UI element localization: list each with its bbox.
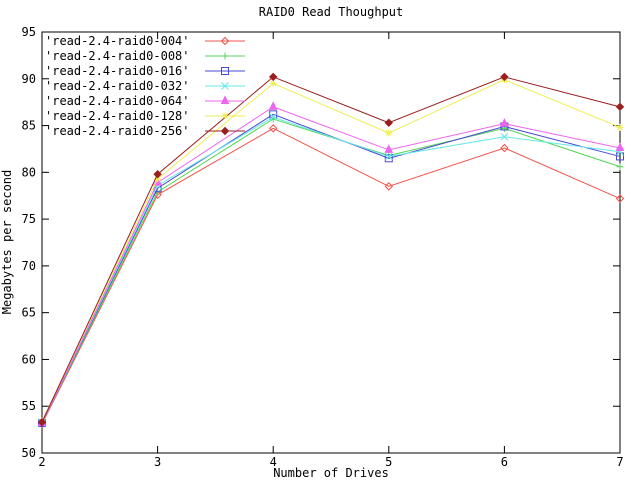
marker-triangle-filled xyxy=(500,118,509,127)
y-tick-label: 65 xyxy=(22,306,36,320)
marker-diamond-filled xyxy=(268,72,278,82)
y-tick-label: 90 xyxy=(22,72,36,86)
legend: 'read-2.4-raid0-004''read-2.4-raid0-008'… xyxy=(45,34,245,138)
series-line xyxy=(41,127,621,425)
series-line xyxy=(41,76,621,423)
series-4 xyxy=(37,101,625,427)
y-axis-label: Megabytes per second xyxy=(0,170,14,315)
marker-square-open xyxy=(616,152,624,161)
marker-x xyxy=(269,113,278,121)
marker-star xyxy=(385,130,392,136)
plot-area xyxy=(37,72,625,429)
series-line xyxy=(41,116,621,424)
y-tick-label: 85 xyxy=(22,119,36,133)
legend-label: 'read-2.4-raid0-032' xyxy=(45,79,190,93)
plot-border xyxy=(41,31,621,454)
chart-title: RAID0 Read Thoughput xyxy=(259,5,404,19)
marker-triangle-filled xyxy=(220,95,230,104)
marker-diamond-filled xyxy=(500,72,509,82)
marker-star xyxy=(222,113,228,119)
x-tick-label: 5 xyxy=(385,455,392,469)
series-6 xyxy=(37,72,625,427)
series-line xyxy=(41,106,621,424)
marker-triangle-filled xyxy=(268,101,278,110)
marker-triangle-filled xyxy=(615,142,625,152)
marker-diamond-open xyxy=(500,143,509,153)
marker-triangle-filled xyxy=(384,144,394,153)
marker-square-open xyxy=(384,154,393,163)
series-0 xyxy=(37,124,625,429)
x-tick-label: 2 xyxy=(38,455,45,469)
legend-label: 'read-2.4-raid0-064' xyxy=(45,94,190,108)
y-tick-label: 80 xyxy=(22,165,36,179)
legend-label: 'read-2.4-raid0-256' xyxy=(45,124,190,138)
y-tick-label: 95 xyxy=(22,25,36,39)
legend-item: 'read-2.4-raid0-032' xyxy=(45,79,245,93)
plot-axes: 2 3 4 5 6 7 50 55 60 65 70 75 80 85 90 95 xyxy=(22,25,624,469)
y-tick-label: 75 xyxy=(22,212,36,226)
marker-diamond-filled xyxy=(615,102,625,112)
y-tick-label: 55 xyxy=(22,399,36,413)
legend-item: 'read-2.4-raid0-128' xyxy=(45,109,245,123)
marker-diamond-open xyxy=(615,194,625,203)
y-tick-label: 50 xyxy=(22,446,36,460)
legend-label: 'read-2.4-raid0-004' xyxy=(45,34,190,48)
marker-diamond-filled xyxy=(153,169,162,179)
x-tick-label: 4 xyxy=(270,455,277,469)
legend-item: 'read-2.4-raid0-064' xyxy=(45,94,245,108)
legend-item: 'read-2.4-raid0-016' xyxy=(45,64,245,78)
x-tick-label: 7 xyxy=(616,455,623,469)
series-line xyxy=(41,118,621,424)
series-2 xyxy=(38,110,624,428)
marker-x xyxy=(384,152,393,161)
marker-x xyxy=(500,132,509,141)
marker-diamond-open xyxy=(220,36,230,46)
series-5 xyxy=(38,76,624,425)
x-axis-label: Number of Drives xyxy=(273,466,389,480)
x-tick-label: 3 xyxy=(154,455,161,469)
y-tick-label: 60 xyxy=(22,352,36,366)
legend-item: 'read-2.4-raid0-256' xyxy=(45,124,245,138)
x-tick-label: 6 xyxy=(501,455,508,469)
marker-diamond-filled xyxy=(384,118,394,127)
marker-x xyxy=(221,82,229,90)
legend-item: 'read-2.4-raid0-008' xyxy=(45,49,245,63)
legend-item: 'read-2.4-raid0-004' xyxy=(45,34,245,48)
marker-star xyxy=(617,124,623,131)
marker-diamond-open xyxy=(268,124,278,133)
legend-label: 'read-2.4-raid0-008' xyxy=(45,49,190,63)
marker-diamond-open xyxy=(384,182,394,191)
legend-label: 'read-2.4-raid0-016' xyxy=(45,64,190,78)
series-line xyxy=(41,79,621,422)
marker-star xyxy=(270,80,277,87)
marker-diamond-filled xyxy=(37,417,47,427)
marker-diamond-filled xyxy=(220,126,230,136)
marker-square-open xyxy=(221,67,229,75)
marker-star xyxy=(154,176,161,182)
y-tick-label: 70 xyxy=(22,259,36,273)
series-3 xyxy=(38,113,624,427)
legend-label: 'read-2.4-raid0-128' xyxy=(45,109,190,123)
